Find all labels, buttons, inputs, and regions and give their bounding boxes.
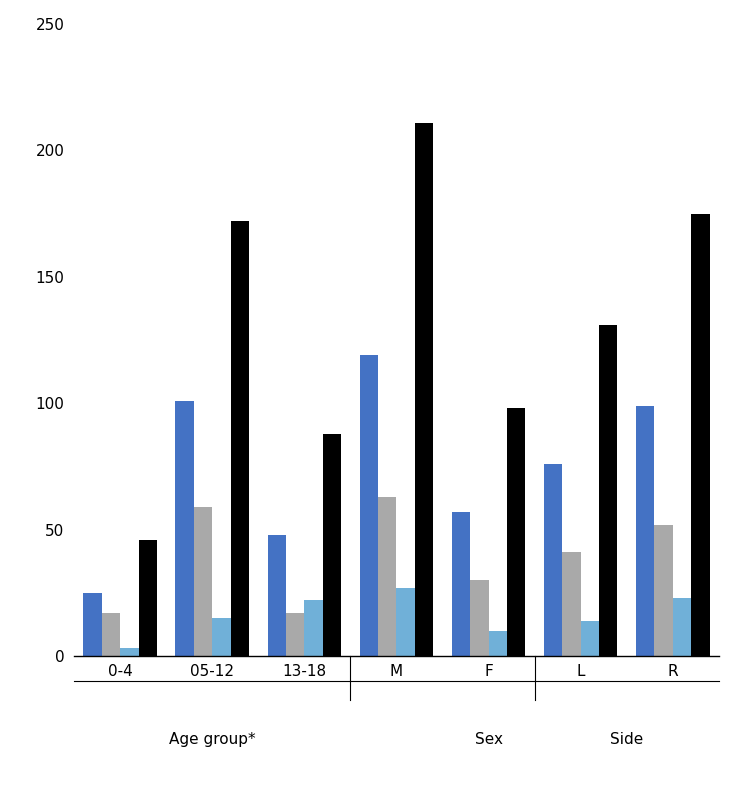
- Legend: MUA and splint  (n), MUA and wire  (n), ORIF  (n), Total (n = 308): MUA and splint (n), MUA and wire (n), OR…: [119, 796, 674, 800]
- Bar: [488, 630, 507, 656]
- Bar: [83, 593, 102, 656]
- Bar: [230, 221, 249, 656]
- Text: Side: Side: [610, 732, 643, 747]
- Bar: [323, 434, 341, 656]
- Bar: [378, 497, 396, 656]
- Bar: [286, 613, 305, 656]
- Bar: [102, 613, 120, 656]
- Bar: [581, 621, 599, 656]
- Bar: [305, 600, 323, 656]
- Text: Age group*: Age group*: [169, 732, 256, 747]
- Bar: [415, 122, 433, 656]
- Bar: [396, 588, 415, 656]
- Bar: [452, 512, 470, 656]
- Bar: [139, 540, 157, 656]
- Bar: [120, 649, 139, 656]
- Bar: [507, 408, 525, 656]
- Bar: [544, 464, 562, 656]
- Bar: [636, 406, 654, 656]
- Bar: [654, 525, 673, 656]
- Bar: [599, 325, 617, 656]
- Bar: [562, 552, 581, 656]
- Text: Sex: Sex: [474, 732, 502, 747]
- Bar: [691, 214, 710, 656]
- Bar: [673, 598, 691, 656]
- Bar: [212, 618, 230, 656]
- Bar: [194, 507, 212, 656]
- Bar: [176, 401, 194, 656]
- Bar: [470, 580, 488, 656]
- Bar: [359, 355, 378, 656]
- Bar: [268, 534, 286, 656]
